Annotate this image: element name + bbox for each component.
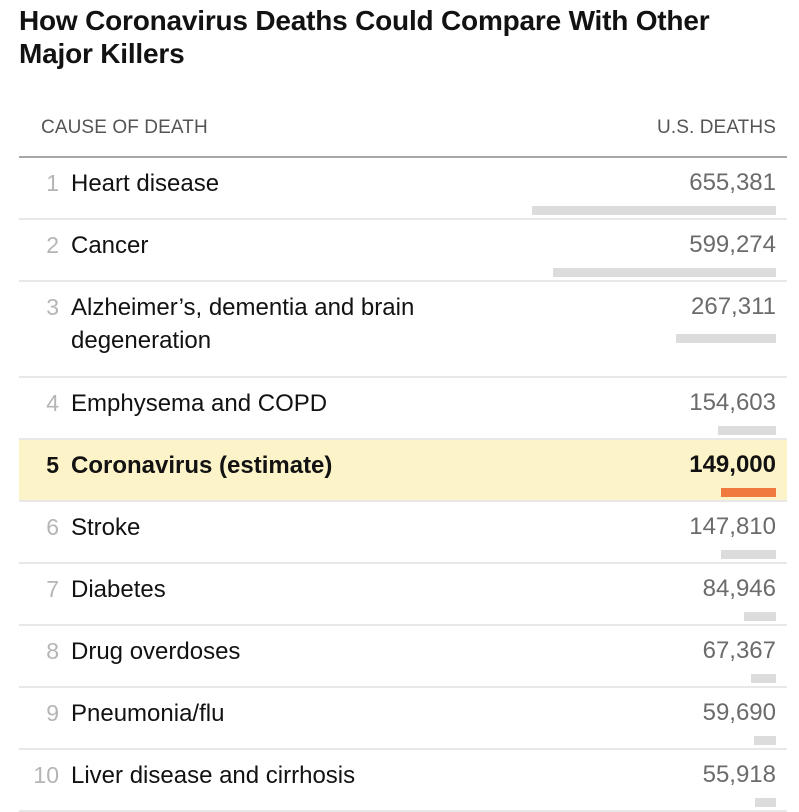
- table-row: 6 Stroke 147,810: [19, 502, 787, 564]
- table-row: 1 Heart disease 655,381: [19, 158, 787, 220]
- rank-number: 6: [46, 514, 59, 540]
- deaths-value: 154,603: [689, 389, 776, 416]
- cause-label: Stroke: [71, 514, 141, 541]
- cause-label: Pneumonia/flu: [71, 700, 225, 727]
- cause-label: Heart disease: [71, 170, 220, 197]
- deaths-value: 55,918: [702, 761, 776, 788]
- cause-label: Liver disease and cirrhosis: [71, 762, 356, 789]
- deaths-value: 84,946: [702, 575, 776, 602]
- cause-label: Emphysema and COPD: [71, 390, 328, 417]
- table-row: 4 Emphysema and COPD 154,603: [19, 378, 787, 440]
- deaths-value: 147,810: [689, 513, 776, 540]
- column-header-cause: CAUSE OF DEATH: [41, 117, 208, 138]
- table-row-highlighted: 5 Coronavirus (estimate) 149,000: [19, 440, 787, 502]
- table-row: 8 Drug overdoses 67,367: [19, 626, 787, 688]
- deaths-bar: [755, 798, 776, 807]
- deaths-value: 149,000: [689, 451, 776, 478]
- cause-label: Diabetes: [71, 576, 166, 603]
- rank-number: 3: [46, 294, 59, 320]
- rank-number: 10: [33, 762, 59, 788]
- column-header-deaths: U.S. DEATHS: [657, 117, 776, 138]
- cause-label: Cancer: [71, 232, 149, 259]
- rank-number: 2: [46, 232, 59, 258]
- deaths-bar: [676, 334, 776, 343]
- deaths-value: 655,381: [689, 169, 776, 196]
- deaths-value: 599,274: [689, 231, 776, 258]
- cause-label: Alzheimer’s, dementia and brain degenera…: [71, 294, 415, 354]
- chart-title: How Coronavirus Deaths Could Compare Wit…: [19, 5, 710, 69]
- deaths-bar: [721, 488, 776, 497]
- rank-number: 1: [46, 170, 59, 196]
- deaths-bar: [553, 268, 776, 277]
- deaths-bar: [532, 206, 776, 215]
- deaths-bar: [744, 612, 776, 621]
- table-row: 9 Pneumonia/flu 59,690: [19, 688, 787, 750]
- deaths-bar: [718, 426, 776, 435]
- cause-label: Coronavirus (estimate): [71, 452, 333, 479]
- rank-number: 5: [46, 452, 59, 478]
- deaths-value: 67,367: [702, 637, 776, 664]
- rank-number: 4: [46, 390, 59, 416]
- table-row: 2 Cancer 599,274: [19, 220, 787, 282]
- table-row: 10 Liver disease and cirrhosis 55,918: [19, 750, 787, 812]
- table-row: 7 Diabetes 84,946: [19, 564, 787, 626]
- rank-number: 7: [46, 576, 59, 602]
- deaths-bar: [721, 550, 776, 559]
- deaths-bar: [751, 674, 776, 683]
- table-header: CAUSE OF DEATH U.S. DEATHS: [19, 112, 787, 158]
- deaths-value: 59,690: [702, 699, 776, 726]
- deaths-value: 267,311: [691, 293, 776, 320]
- rank-number: 9: [46, 700, 59, 726]
- table-row: 3 Alzheimer’s, dementia and brain degener…: [19, 282, 787, 378]
- rank-number: 8: [46, 638, 59, 664]
- cause-label: Drug overdoses: [71, 638, 241, 665]
- deaths-bar: [754, 736, 776, 745]
